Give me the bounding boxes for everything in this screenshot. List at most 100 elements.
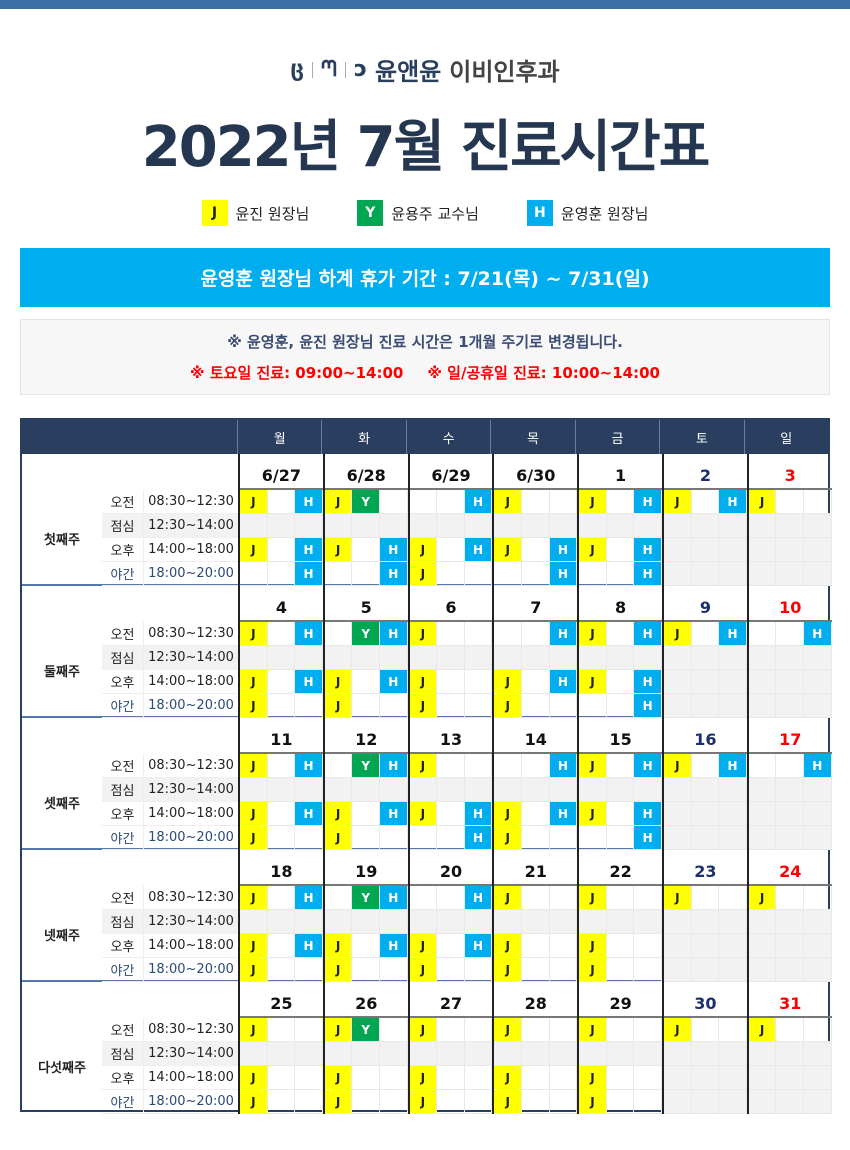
week-block: 첫째주 오전 08:30~12:30 점심 12:30~14:00 오후 14:00~18:… xyxy=(22,454,832,586)
slot-row xyxy=(748,958,832,982)
schedule-cell xyxy=(324,886,353,910)
doctor-J-cell: J xyxy=(494,490,522,514)
period-row: 오후 14:00~18:00 xyxy=(102,1066,238,1090)
slot-row: J xyxy=(748,1018,832,1042)
schedule-cell xyxy=(549,514,578,538)
doctor-H-cell: H xyxy=(295,562,323,586)
schedule-cell xyxy=(295,514,323,538)
period-time: 18:00~20:00 xyxy=(148,962,234,977)
day-column: 6/27 J H J H H xyxy=(238,454,323,586)
schedule-cell xyxy=(521,754,550,778)
weekday-header: 수 xyxy=(405,420,490,454)
doctor-J-cell: J xyxy=(240,934,268,958)
schedule-cell xyxy=(606,754,635,778)
schedule-cell xyxy=(606,562,635,586)
doctor-H-cell: H xyxy=(295,670,323,694)
schedule-cell xyxy=(664,1066,692,1090)
schedule-cell xyxy=(803,886,832,910)
week-block: 다섯째주 오전 08:30~12:30 점심 12:30~14:00 오후 14:00~18… xyxy=(22,982,832,1114)
schedule-cell xyxy=(437,514,465,538)
slot-row: J xyxy=(409,622,493,646)
slot-row: H xyxy=(748,754,832,778)
doctor-Y-cell: Y xyxy=(352,490,380,514)
schedule-cell xyxy=(691,646,720,670)
schedule-cell xyxy=(464,1018,493,1042)
legend-badge-Y: Y xyxy=(357,200,384,226)
period-name: 오전 xyxy=(102,754,144,777)
doctor-J-cell: J xyxy=(579,934,607,958)
slot-row: J xyxy=(494,1018,578,1042)
slot-row: J xyxy=(240,1090,323,1114)
day-column: 22 J J J xyxy=(577,850,662,982)
doctor-J-cell: J xyxy=(409,538,438,562)
doctor-J-cell: J xyxy=(324,538,353,562)
schedule-cell xyxy=(521,910,550,934)
slot-row xyxy=(494,646,578,670)
period-name: 야간 xyxy=(102,1090,144,1113)
day-date: 10 xyxy=(748,586,832,622)
schedule-cell xyxy=(352,802,380,826)
schedule-cell xyxy=(494,622,522,646)
slot-row: H xyxy=(579,562,662,586)
schedule-cell xyxy=(379,826,408,850)
day-date: 1 xyxy=(579,454,662,490)
day-date: 29 xyxy=(579,982,662,1018)
schedule-cell xyxy=(352,694,380,718)
schedule-cell xyxy=(437,622,465,646)
schedule-cell xyxy=(352,778,380,802)
schedule-cell xyxy=(803,826,832,850)
schedule-cell xyxy=(691,538,720,562)
period-name: 점심 xyxy=(102,778,144,801)
schedule-cell xyxy=(267,622,296,646)
slot-row: J xyxy=(664,886,747,910)
doctor-H-cell: H xyxy=(379,802,408,826)
schedule-cell xyxy=(267,826,296,850)
day-column: 12 Y H J H J xyxy=(322,718,408,850)
period-name: 오전 xyxy=(102,622,144,645)
schedule-cell xyxy=(776,646,804,670)
slot-row: H xyxy=(409,490,493,514)
doctor-J-cell: J xyxy=(494,958,522,982)
schedule-cell xyxy=(719,646,747,670)
weekday-header: 목 xyxy=(490,420,574,454)
doctor-H-cell: H xyxy=(803,754,832,778)
doctor-J-cell: J xyxy=(240,670,268,694)
schedule-cell xyxy=(579,694,607,718)
day-date: 24 xyxy=(748,850,832,886)
schedule-cell xyxy=(606,538,635,562)
schedule-cell xyxy=(606,1018,635,1042)
day-date: 31 xyxy=(748,982,832,1018)
day-date: 12 xyxy=(324,718,408,754)
schedule-cell xyxy=(748,1090,777,1114)
schedule-cell xyxy=(464,958,493,982)
schedule-cell xyxy=(719,1066,747,1090)
slot-row xyxy=(579,646,662,670)
schedule-cell xyxy=(549,958,578,982)
doctor-J-cell: J xyxy=(324,958,353,982)
schedule-cell xyxy=(748,1042,777,1066)
doctor-H-cell: H xyxy=(634,670,662,694)
schedule-cell xyxy=(409,910,438,934)
slot-row: J xyxy=(324,694,408,718)
schedule-cell xyxy=(267,1042,296,1066)
period-name: 점심 xyxy=(102,1042,144,1065)
schedule-cell xyxy=(719,1090,747,1114)
day-column: 20 H J H J xyxy=(407,850,493,982)
schedule-cell xyxy=(664,694,692,718)
schedule-cell xyxy=(352,670,380,694)
schedule-cell xyxy=(409,646,438,670)
schedule-cell xyxy=(240,1042,268,1066)
schedule-cell xyxy=(691,514,720,538)
slot-row xyxy=(748,1042,832,1066)
schedule-cell xyxy=(267,958,296,982)
legend-label: 윤영훈 원장님 xyxy=(560,204,649,223)
schedule-cell xyxy=(352,958,380,982)
weekday-header: 금 xyxy=(574,420,659,454)
doctor-H-cell: H xyxy=(634,622,662,646)
doctor-H-cell: H xyxy=(379,670,408,694)
